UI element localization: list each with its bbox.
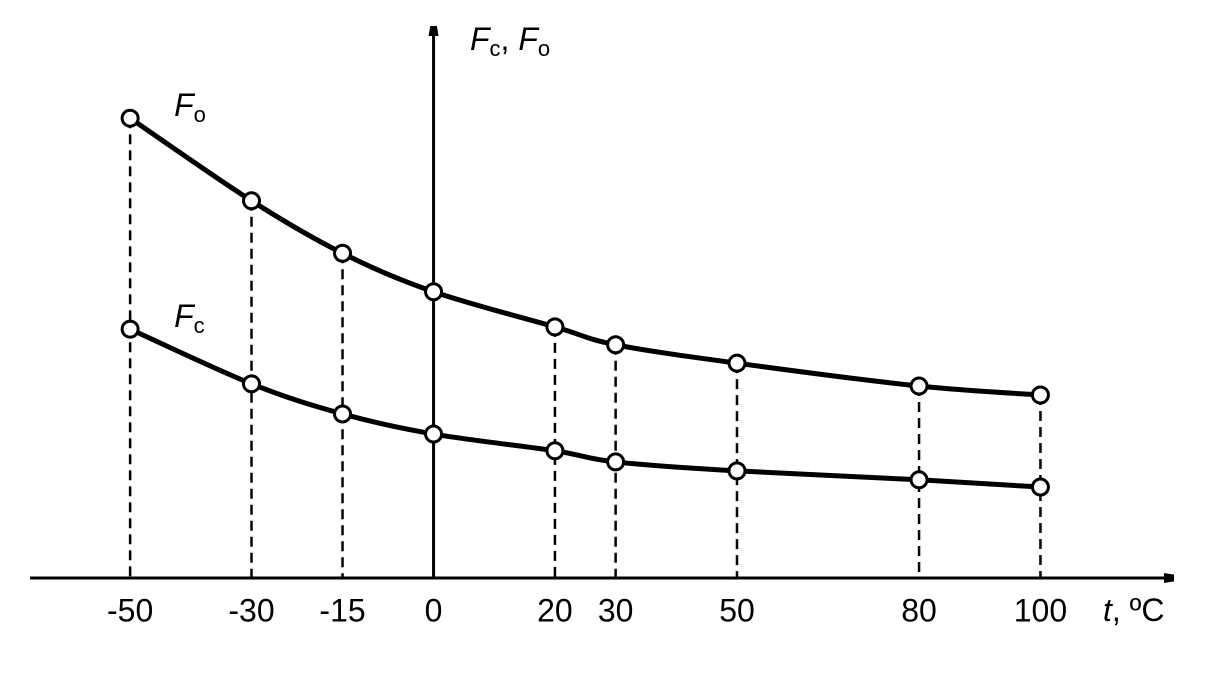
point xyxy=(1030,385,1050,405)
x-tick-label: -50 xyxy=(107,592,153,628)
x-tick-label: 20 xyxy=(537,592,573,628)
point xyxy=(909,376,929,396)
point xyxy=(606,452,626,472)
series-label: Fo​ xyxy=(174,88,206,127)
point xyxy=(242,191,262,211)
point xyxy=(606,335,626,355)
point xyxy=(1030,477,1050,497)
point xyxy=(545,317,565,337)
point xyxy=(727,353,747,373)
point xyxy=(424,424,444,444)
series-line xyxy=(128,116,1041,398)
y-axis-label: Fc​, Fo​ xyxy=(470,21,550,60)
point xyxy=(545,441,565,461)
x-tick-label: -30 xyxy=(228,592,274,628)
series-line xyxy=(129,326,1041,490)
x-tick-label: 100 xyxy=(1014,592,1067,628)
point xyxy=(242,374,262,394)
x-tick-label: 80 xyxy=(901,592,937,628)
point xyxy=(333,243,353,263)
point xyxy=(909,470,929,490)
point xyxy=(120,108,140,128)
x-tick-label: 50 xyxy=(719,592,755,628)
x-tick-label: 30 xyxy=(598,592,634,628)
point xyxy=(424,282,444,302)
series-label: Fc​ xyxy=(174,299,205,338)
x-tick-label: 0 xyxy=(425,592,443,628)
point xyxy=(727,461,747,481)
x-tick-label: -15 xyxy=(319,592,365,628)
point xyxy=(333,404,353,424)
x-axis-label: t, ºC xyxy=(1103,592,1164,628)
point xyxy=(120,319,140,339)
